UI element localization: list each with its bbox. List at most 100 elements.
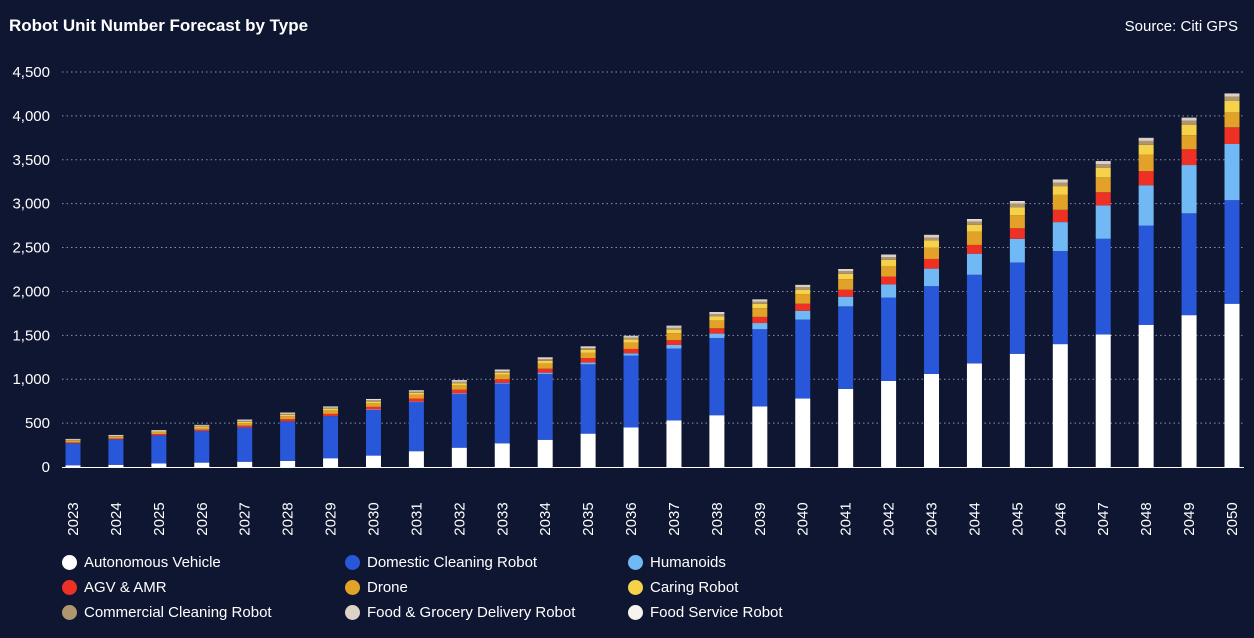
bar-segment-autonomous-vehicle-2036	[623, 427, 639, 467]
x-tick-label: 2024	[108, 502, 125, 535]
bar-segment-commercial-cleaning-robot-2050	[1224, 96, 1240, 101]
legend-item-food-service-robot: Food Service Robot	[628, 604, 783, 621]
bar-segment-caring-robot-2041	[838, 273, 854, 280]
y-tick-label: 1,000	[12, 371, 50, 388]
bar-segment-food-service-robot-2031	[408, 390, 424, 391]
legend-label: Autonomous Vehicle	[84, 554, 221, 571]
bar-segment-commercial-cleaning-robot-2036	[623, 337, 639, 340]
bar-segment-caring-robot-2038	[709, 316, 725, 321]
bar-segment-drone-2045	[1009, 215, 1025, 229]
bar-segment-humanoids-2038	[709, 333, 725, 338]
bar-segment-commercial-cleaning-robot-2028	[280, 413, 296, 415]
bar-segment-food-service-robot-2024	[108, 434, 124, 436]
bar-segment-food-grocery-delivery-robot-2024	[108, 435, 124, 436]
x-tick-label: 2041	[838, 502, 855, 535]
legend-swatch	[628, 580, 643, 595]
bar-segment-food-service-robot-2044	[966, 219, 982, 220]
bar-segment-food-service-robot-2023	[65, 438, 81, 440]
bar-segment-commercial-cleaning-robot-2041	[838, 271, 854, 274]
bar-segment-caring-robot-2030	[365, 401, 381, 404]
bar-segment-humanoids-2040	[795, 310, 811, 320]
bar-segment-drone-2029	[323, 410, 339, 414]
bar-segment-domestic-cleaning-robot-2027	[237, 427, 253, 462]
bar-segment-autonomous-vehicle-2029	[323, 458, 339, 467]
bar-segment-domestic-cleaning-robot-2029	[323, 416, 339, 459]
bar-segment-agv-amr-2043	[924, 258, 940, 269]
bar-segment-caring-robot-2049	[1181, 124, 1197, 136]
x-tick-label: 2050	[1224, 502, 1241, 535]
bar-segment-autonomous-vehicle-2048	[1138, 324, 1154, 467]
bar-segment-drone-2027	[237, 423, 253, 426]
x-tick-label: 2026	[194, 502, 211, 535]
bar-segment-food-service-robot-2041	[838, 269, 854, 270]
bar-segment-humanoids-2030	[365, 409, 381, 411]
bar-segment-autonomous-vehicle-2046	[1052, 344, 1068, 467]
bar-segment-agv-amr-2035	[580, 358, 596, 363]
bar-segment-domestic-cleaning-robot-2026	[194, 431, 210, 463]
bar-segment-commercial-cleaning-robot-2031	[408, 391, 424, 393]
legend-label: Food & Grocery Delivery Robot	[367, 604, 576, 621]
bar-segment-food-service-robot-2026	[194, 424, 210, 426]
bar-segment-humanoids-2036	[623, 353, 639, 356]
bar-segment-food-grocery-delivery-robot-2026	[194, 425, 210, 426]
bar-segment-caring-robot-2043	[924, 240, 940, 248]
x-tick-label: 2048	[1138, 502, 1155, 535]
y-tick-label: 4,000	[12, 108, 50, 125]
legend-label: Food Service Robot	[650, 604, 783, 621]
bar-segment-autonomous-vehicle-2031	[408, 451, 424, 467]
bar-segment-domestic-cleaning-robot-2032	[451, 394, 467, 448]
legend-swatch	[628, 555, 643, 570]
bar-segment-caring-robot-2047	[1095, 167, 1111, 178]
bar-segment-humanoids-2031	[408, 401, 424, 403]
x-tick-label: 2029	[323, 502, 340, 535]
bar-segment-agv-amr-2031	[408, 398, 424, 402]
bar-segment-humanoids-2050	[1224, 143, 1240, 201]
bar-segment-drone-2046	[1052, 194, 1068, 210]
legend-item-commercial-cleaning-robot: Commercial Cleaning Robot	[62, 604, 272, 621]
bar-segment-commercial-cleaning-robot-2038	[709, 314, 725, 317]
bar-segment-caring-robot-2036	[623, 339, 639, 343]
x-tick-label: 2038	[709, 502, 726, 535]
bar-segment-autonomous-vehicle-2033	[494, 443, 510, 467]
bar-segment-agv-amr-2042	[881, 276, 897, 285]
bar-segment-domestic-cleaning-robot-2028	[280, 421, 296, 461]
x-tick-label: 2037	[666, 502, 683, 535]
bar-segment-caring-robot-2025	[151, 431, 167, 433]
bar-segment-food-grocery-delivery-robot-2048	[1138, 138, 1154, 141]
bar-segment-domestic-cleaning-robot-2049	[1181, 213, 1197, 316]
bar-segment-domestic-cleaning-robot-2038	[709, 337, 725, 416]
bar-segment-autonomous-vehicle-2047	[1095, 334, 1111, 467]
bar-segment-caring-robot-2050	[1224, 100, 1240, 113]
bar-segment-commercial-cleaning-robot-2044	[966, 221, 982, 225]
bar-segment-commercial-cleaning-robot-2029	[323, 407, 339, 409]
legend-swatch	[62, 580, 77, 595]
bar-segment-drone-2036	[623, 342, 639, 349]
bar-segment-drone-2042	[881, 265, 897, 277]
bar-segment-food-grocery-delivery-robot-2027	[237, 420, 253, 421]
legend-label: Domestic Cleaning Robot	[367, 554, 538, 571]
bar-segment-food-grocery-delivery-robot-2030	[365, 399, 381, 401]
bar-segment-agv-amr-2048	[1138, 171, 1154, 186]
bar-segment-agv-amr-2047	[1095, 192, 1111, 206]
x-tick-label: 2040	[795, 502, 812, 535]
bar-segment-drone-2048	[1138, 154, 1154, 172]
bar-segment-drone-2050	[1224, 112, 1240, 128]
x-tick-label: 2034	[537, 502, 554, 535]
bar-segment-humanoids-2034	[537, 372, 553, 374]
bar-segment-food-service-robot-2048	[1138, 137, 1154, 139]
y-tick-label: 1,500	[12, 327, 50, 344]
bar-segment-drone-2039	[752, 308, 768, 317]
bar-segment-domestic-cleaning-robot-2035	[580, 364, 596, 434]
y-tick-label: 2,000	[12, 283, 50, 300]
bar-segment-domestic-cleaning-robot-2031	[408, 402, 424, 452]
bar-segment-domestic-cleaning-robot-2030	[365, 409, 381, 456]
x-tick-label: 2025	[151, 502, 168, 535]
x-tick-label: 2046	[1052, 502, 1069, 535]
bar-segment-food-grocery-delivery-robot-2034	[537, 357, 553, 360]
bar-segment-drone-2032	[451, 385, 467, 390]
x-tick-label: 2044	[966, 502, 983, 535]
bar-segment-agv-amr-2025	[151, 434, 167, 436]
x-axis-tick-labels: 2023 2024 2025 2026 2027 2028 2029 2030 2031 2032…	[65, 502, 1241, 535]
bar-segment-domestic-cleaning-robot-2050	[1224, 200, 1240, 304]
bar-segment-food-service-robot-2029	[323, 406, 339, 407]
